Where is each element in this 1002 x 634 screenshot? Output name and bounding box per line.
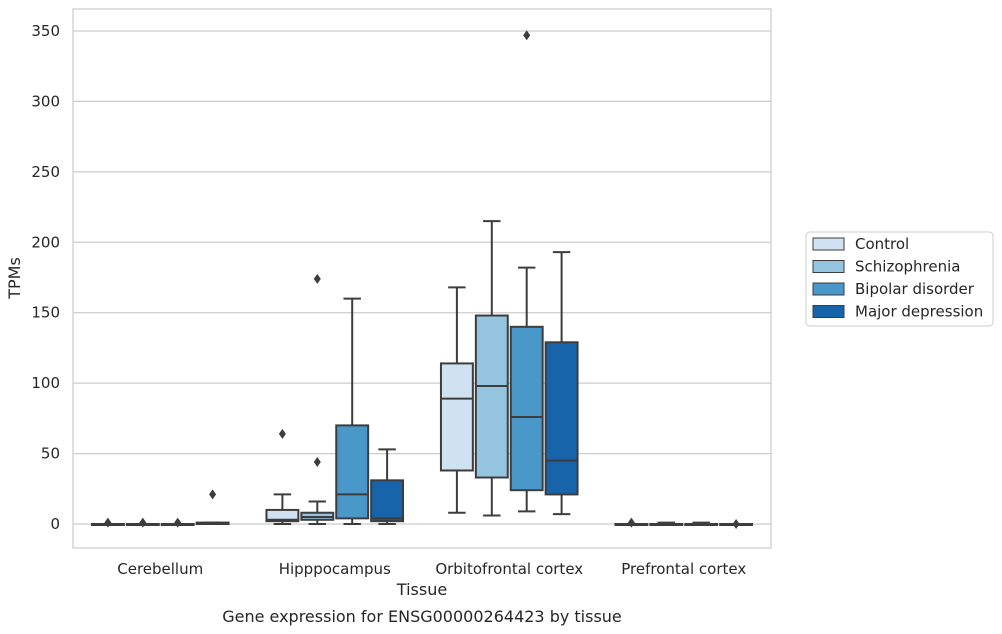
legend-swatch [812,237,845,251]
outlier-point [139,517,147,528]
box-major-depression [370,448,405,525]
x-tick-label: Hipppocampus [279,560,391,578]
box-schizophrenia [125,517,160,528]
box-control [265,428,300,525]
box-schizophrenia [300,273,335,525]
box-control [90,517,125,528]
box-body [474,314,509,479]
y-tick-label: 100 [31,374,60,392]
box-bipolar-disorder [160,517,195,528]
outlier-point [313,457,321,468]
box-schizophrenia [649,521,684,526]
box-major-depression [195,489,230,526]
boxes [90,30,754,529]
y-axis-label: TPMs [5,257,24,300]
legend-label: Control [855,235,909,253]
legend-swatch [812,260,845,273]
legend-label: Bipolar disorder [855,280,975,298]
box-body [370,479,405,523]
x-axis-label: Tissue [396,580,447,599]
box-body [265,508,300,523]
gridlines [73,30,771,525]
box-control [614,517,649,528]
y-tick-label: 250 [31,163,60,181]
x-tick-label: Cerebellum [117,560,203,578]
y-tick-label: 0 [50,515,60,533]
box-body [544,341,579,496]
legend-frame [805,231,994,327]
box-schizophrenia [474,220,509,517]
box-control [439,286,474,514]
figure-caption: Gene expression for ENSG00000264423 by t… [222,607,622,626]
box-bipolar-disorder [509,30,544,513]
outlier-point [523,30,531,41]
y-tick-label: 350 [31,22,60,40]
legend-label: Schizophrenia [855,258,960,276]
y-tick-labels: 0 50 100 150 200 250 300 350 [31,22,60,533]
y-tick-label: 200 [31,233,60,251]
box-body [335,424,370,520]
x-tick-labels: Cerebellum Hipppocampus Orbitofrontal cort… [117,560,746,578]
x-tick-label: Prefrontal cortex [621,560,746,578]
box-major-depression [719,519,754,529]
box-bipolar-disorder [335,297,370,525]
box-major-depression [544,251,579,516]
outlier-point [104,517,112,528]
outlier-point [732,519,740,529]
y-tick-label: 50 [41,445,60,463]
plot-frame [72,8,772,549]
legend-swatch [812,282,845,296]
outlier-point [174,517,182,528]
outlier-point [278,428,286,439]
box-body [509,325,544,492]
legend-swatch [812,305,845,318]
x-tick-label: Orbitofrontal cortex [435,560,583,578]
y-tick-label: 150 [31,304,60,322]
outlier-point [313,273,321,284]
outlier-point [209,489,217,500]
y-tick-label: 300 [31,92,60,110]
legend-label: Major depression [855,303,983,321]
box-body [439,362,474,472]
box-bipolar-disorder [684,521,719,526]
outlier-point [627,517,635,528]
legend: Control Schizophrenia Bipolar disorder Majo… [805,231,994,327]
